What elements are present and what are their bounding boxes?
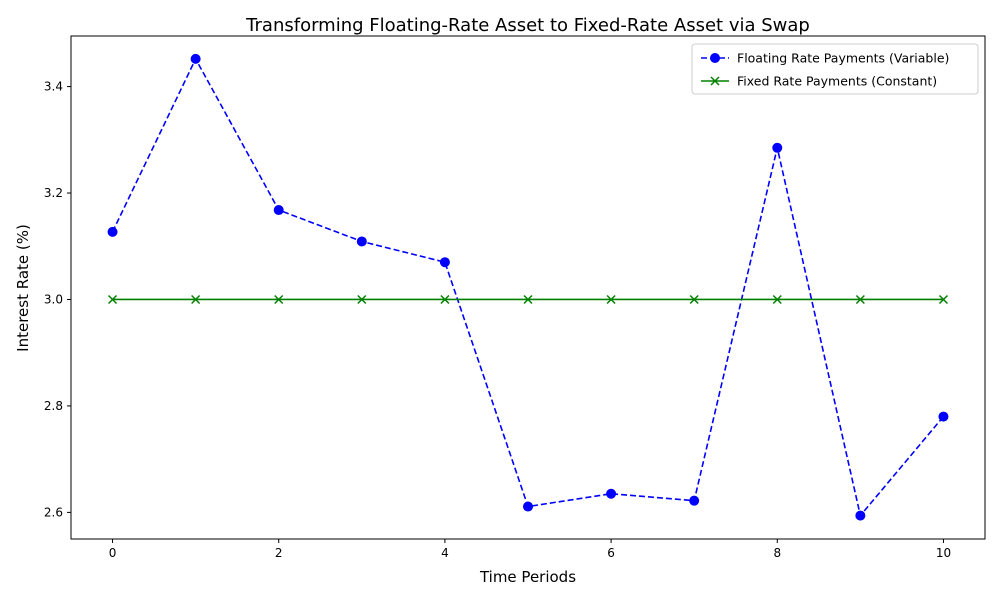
legend: Floating Rate Payments (Variable) Fixed R… (691, 43, 979, 95)
x-tick-label: 2 (275, 546, 283, 560)
data-point (356, 236, 367, 247)
data-point (440, 294, 450, 305)
y-tick-label: 2.8 (44, 399, 63, 413)
legend-marker (710, 53, 720, 63)
y-tick-label: 2.6 (44, 505, 63, 519)
data-point (855, 294, 865, 305)
legend-marker (710, 76, 720, 86)
data-point (273, 205, 284, 216)
data-point (523, 294, 533, 305)
x-axis-ticks: 0 2 4 6 8 10 (109, 539, 951, 560)
data-point (523, 501, 533, 512)
data-point (772, 142, 783, 153)
data-point (107, 226, 118, 237)
data-point (108, 294, 118, 305)
fixed-rate-series (108, 294, 948, 305)
legend-entry: Floating Rate Payments (Variable) (701, 51, 949, 66)
data-point (191, 294, 201, 305)
x-axis-label: Time Periods (479, 568, 576, 586)
legend-entries: Floating Rate Payments (Variable) Fixed R… (701, 51, 949, 89)
y-tick-label: 3.0 (44, 292, 63, 306)
y-tick-label: 3.4 (44, 80, 63, 94)
data-point (938, 411, 949, 422)
plot-area: 0 2 4 6 8 10 2.6 2.8 3.0 3.2 3.4 (44, 35, 986, 560)
series-layer (107, 53, 949, 521)
x-tick-label: 6 (607, 546, 615, 560)
data-point (772, 294, 782, 305)
data-point (689, 495, 700, 506)
data-point (439, 257, 450, 268)
axes-frame (70, 35, 986, 540)
chart-title: Transforming Floating-Rate Asset to Fixe… (245, 15, 810, 36)
legend-label: Fixed Rate Payments (Constant) (737, 74, 937, 89)
data-point (606, 294, 616, 305)
data-point (689, 294, 699, 305)
data-point (357, 294, 367, 305)
legend-entry: Fixed Rate Payments (Constant) (701, 74, 937, 89)
x-tick-label: 4 (441, 546, 449, 560)
data-point (606, 488, 617, 499)
data-point (274, 294, 284, 305)
y-tick-label: 3.2 (44, 186, 63, 200)
legend-box (691, 43, 979, 95)
x-tick-label: 10 (936, 546, 951, 560)
data-point (938, 294, 948, 305)
floating-rate-series (107, 53, 949, 521)
y-axis-ticks: 2.6 2.8 3.0 3.2 3.4 (44, 80, 71, 519)
legend-label: Floating Rate Payments (Variable) (737, 51, 949, 66)
x-tick-label: 0 (109, 546, 117, 560)
x-tick-label: 8 (773, 546, 781, 560)
data-point (855, 510, 866, 521)
y-axis-label: Interest Rate (%) (14, 224, 32, 352)
data-point (190, 53, 201, 64)
